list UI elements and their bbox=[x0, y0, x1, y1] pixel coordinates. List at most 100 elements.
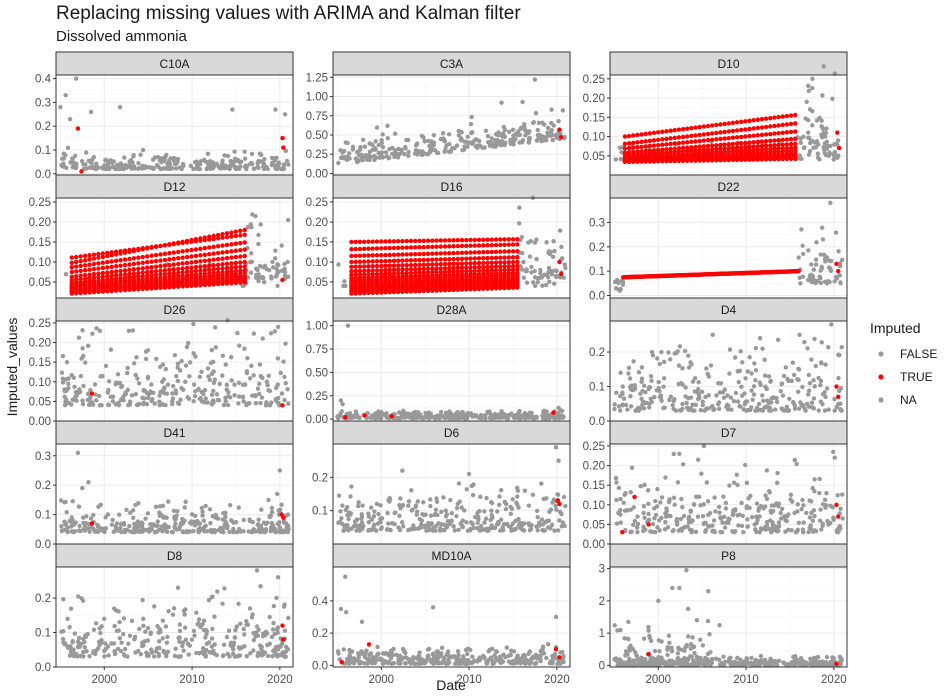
data-point-observed bbox=[338, 509, 343, 514]
data-point-observed bbox=[832, 154, 837, 159]
data-point-observed bbox=[342, 524, 347, 529]
data-point-observed bbox=[545, 125, 551, 131]
data-point-imputed bbox=[379, 271, 384, 277]
data-point-imputed bbox=[131, 261, 137, 267]
data-point-imputed bbox=[515, 259, 520, 265]
data-point-observed bbox=[236, 505, 241, 510]
data-point-imputed bbox=[438, 251, 443, 256]
data-point-observed bbox=[209, 347, 215, 353]
data-point-observed bbox=[540, 120, 545, 125]
data-point-imputed bbox=[96, 271, 101, 276]
data-point-observed bbox=[359, 512, 364, 517]
data-point-observed bbox=[256, 232, 261, 238]
data-point-observed bbox=[516, 516, 521, 522]
data-point-imputed bbox=[647, 138, 653, 144]
data-point-imputed bbox=[167, 257, 172, 262]
data-point-imputed bbox=[391, 267, 397, 273]
data-point-observed bbox=[810, 108, 815, 114]
data-point-observed bbox=[100, 373, 105, 379]
data-point-observed bbox=[402, 151, 407, 157]
data-point-observed bbox=[796, 255, 801, 260]
data-point-imputed bbox=[776, 156, 781, 162]
data-point-observed bbox=[785, 376, 790, 382]
data-point-imputed bbox=[672, 135, 677, 141]
data-point-observed bbox=[360, 526, 365, 532]
data-point-imputed bbox=[404, 263, 409, 268]
data-point-observed bbox=[753, 345, 759, 351]
data-point-observed bbox=[141, 387, 147, 393]
data-point-observed bbox=[806, 388, 812, 393]
data-point-observed bbox=[281, 359, 286, 364]
y-tick-label: 0.1 bbox=[589, 266, 605, 278]
data-point-observed bbox=[813, 363, 818, 369]
data-point-imputed bbox=[510, 255, 516, 260]
data-point-observed bbox=[807, 381, 813, 386]
data-point-observed bbox=[401, 524, 406, 529]
data-point-imputed bbox=[788, 121, 794, 127]
data-point-imputed bbox=[506, 264, 512, 269]
data-point-observed bbox=[191, 321, 196, 327]
data-point-imputed bbox=[622, 146, 628, 151]
data-point-imputed bbox=[701, 124, 707, 129]
data-point-observed bbox=[465, 134, 470, 139]
data-point-imputed bbox=[489, 264, 495, 269]
data-point-imputed bbox=[772, 143, 777, 148]
data-point-imputed bbox=[78, 290, 83, 296]
data-point-observed bbox=[173, 166, 179, 171]
data-point-imputed bbox=[734, 157, 740, 163]
data-point-imputed bbox=[464, 287, 469, 292]
data-point-imputed bbox=[631, 159, 636, 164]
data-point-observed bbox=[787, 396, 792, 402]
data-point-observed bbox=[811, 396, 817, 401]
data-point-observed bbox=[384, 414, 390, 420]
data-point-observed bbox=[801, 145, 807, 151]
data-point-observed bbox=[225, 318, 230, 323]
data-point-imputed bbox=[726, 135, 731, 141]
data-point-imputed bbox=[776, 137, 781, 143]
data-point-observed bbox=[131, 361, 137, 366]
data-point-imputed bbox=[722, 136, 727, 141]
data-point-observed bbox=[414, 512, 419, 517]
data-point-observed bbox=[797, 332, 802, 337]
data-point-observed bbox=[832, 142, 837, 147]
data-point-imputed bbox=[184, 248, 190, 253]
data-point-observed bbox=[95, 522, 100, 528]
data-point-observed bbox=[401, 411, 406, 416]
data-point-observed bbox=[460, 523, 465, 528]
data-point-observed bbox=[248, 259, 253, 265]
data-point-observed bbox=[221, 402, 227, 408]
data-point-imputed bbox=[387, 252, 392, 258]
data-point-observed bbox=[429, 139, 434, 144]
data-point-observed bbox=[211, 388, 216, 394]
data-point-observed bbox=[269, 520, 274, 526]
data-point-observed bbox=[114, 162, 120, 168]
data-point-imputed bbox=[400, 245, 405, 250]
data-point-imputed bbox=[476, 260, 482, 266]
data-point-imputed bbox=[118, 288, 123, 293]
data-point-observed bbox=[115, 528, 120, 533]
data-point-imputed bbox=[455, 269, 460, 274]
data-point-observed bbox=[260, 336, 265, 341]
data-point-imputed bbox=[739, 145, 744, 150]
data-point-observed bbox=[397, 513, 402, 519]
data-point-imputed bbox=[233, 241, 239, 246]
data-point-observed bbox=[817, 274, 822, 279]
data-point-observed bbox=[753, 408, 758, 413]
data-point-observed bbox=[462, 144, 467, 149]
data-point-imputed bbox=[118, 248, 123, 254]
data-point-observed bbox=[393, 510, 398, 515]
data-point-imputed bbox=[220, 232, 225, 237]
data-point-observed bbox=[86, 343, 91, 349]
data-point-imputed bbox=[280, 403, 285, 408]
data-point-observed bbox=[198, 159, 203, 164]
data-point-imputed bbox=[485, 286, 490, 291]
data-point-observed bbox=[336, 160, 341, 166]
data-point-imputed bbox=[447, 265, 452, 271]
data-point-imputed bbox=[400, 238, 405, 244]
data-point-imputed bbox=[408, 258, 414, 263]
data-point-observed bbox=[641, 406, 647, 411]
data-point-observed bbox=[191, 399, 196, 404]
data-point-observed bbox=[536, 120, 542, 126]
data-point-imputed bbox=[515, 249, 520, 254]
data-point-imputed bbox=[468, 250, 473, 255]
